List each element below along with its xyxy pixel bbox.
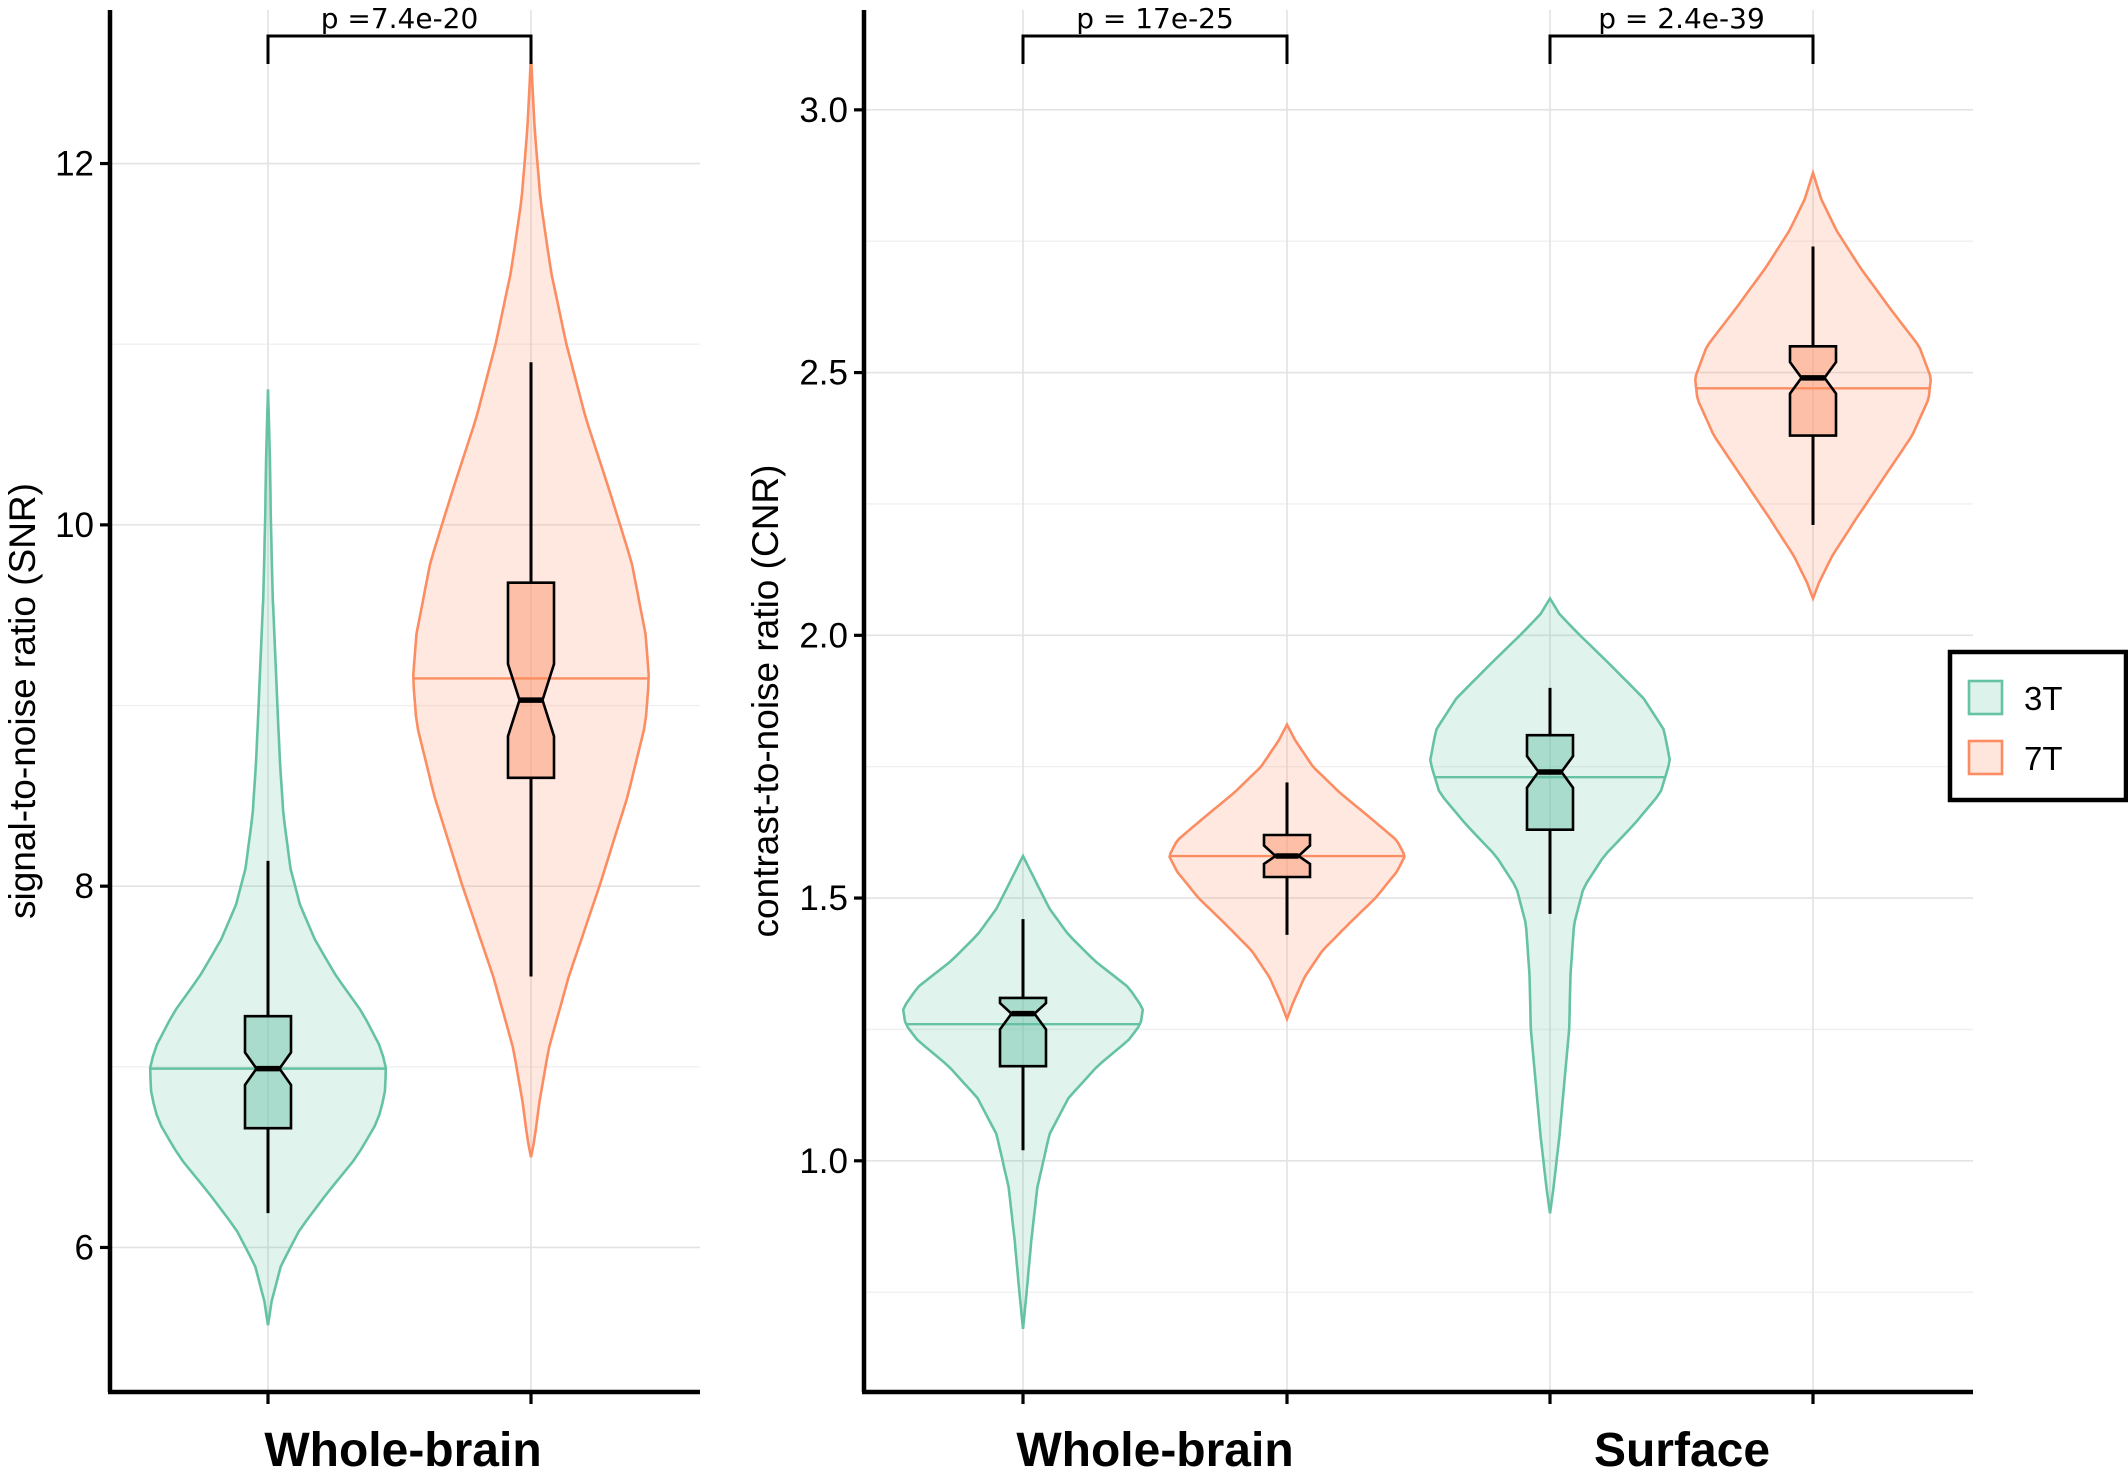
legend: 3T 7T — [1947, 649, 2128, 803]
snr-panel: 6 8 10 12 Whole-brain signal-to-noise ratio (… — [2, 2, 700, 1471]
significance-bracket-surface — [1548, 34, 1815, 64]
violin-surface-7t — [1693, 168, 1933, 603]
category-label-whole-brain: Whole-brain — [1016, 1424, 1293, 1471]
notched-box-whole-brain-7t — [506, 581, 556, 780]
p-value-label: p = 17e-25 — [1076, 2, 1234, 35]
notched-box-whole-brain-3t — [243, 1014, 293, 1130]
legend-swatch-3t — [1967, 679, 2004, 716]
significance-bracket-whole-brain — [1021, 34, 1289, 64]
cnr-panel: 1.0 1.5 2.0 2.5 3.0 Whole-brain Surface contras… — [745, 2, 1973, 1471]
category-label-surface: Surface — [1594, 1424, 1770, 1471]
y-tick-label: 12 — [55, 145, 94, 184]
significance-bracket-whole-brain — [266, 34, 533, 64]
category-label-whole-brain: Whole-brain — [264, 1424, 541, 1471]
y-tick-label: 1.5 — [799, 879, 848, 918]
p-value-label: p =7.4e-20 — [321, 2, 479, 35]
notched-box-whole-brain-3t — [998, 996, 1048, 1068]
y-tick-label: 2.5 — [799, 354, 848, 393]
y-tick-label: 10 — [55, 506, 94, 545]
y-tick-label: 3.0 — [799, 91, 848, 130]
legend-label-3t: 3T — [2024, 680, 2063, 717]
y-axis-title: signal-to-noise ratio (SNR) — [2, 483, 43, 919]
y-tick-label: 1.0 — [799, 1142, 848, 1181]
legend-box — [1947, 649, 2128, 803]
legend-label-7t: 7T — [2024, 740, 2063, 777]
y-tick-label: 2.0 — [799, 616, 848, 655]
violin-whole-brain-3t — [148, 389, 388, 1326]
notched-box-surface-7t — [1788, 344, 1838, 437]
violin-whole-brain-7t — [1168, 721, 1406, 1023]
notched-box-surface-3t — [1525, 733, 1575, 832]
y-axis-title: contrast-to-noise ratio (CNR) — [745, 465, 786, 938]
p-value-label: p = 2.4e-39 — [1598, 2, 1765, 35]
legend-swatch-7t — [1967, 739, 2004, 776]
y-tick-label: 8 — [75, 867, 94, 906]
y-tick-label: 6 — [75, 1228, 94, 1267]
